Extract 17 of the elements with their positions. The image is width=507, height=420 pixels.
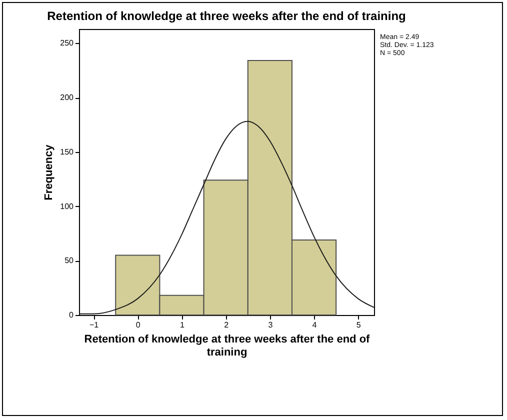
x-tick-label: 1 [180, 320, 186, 330]
x-tick-label: −1 [89, 320, 100, 330]
x-tick-label: 5 [356, 320, 362, 330]
y-tick-label: 250 [60, 38, 74, 48]
y-axis-title: Frequency [43, 144, 56, 200]
y-tick-label: 150 [60, 147, 74, 156]
y-tick-label: 0 [69, 310, 74, 320]
x-tick-label: 0 [136, 320, 141, 330]
line-series [79, 120, 374, 314]
x-tick-label: 4 [312, 320, 318, 330]
x-axis-title: Retention of knowledge at three weeks after the end of training [84, 334, 370, 358]
x-tick-label: 2 [224, 320, 230, 330]
y-tick-label: 50 [64, 256, 74, 266]
y-tick-label: 200 [60, 93, 74, 102]
x-tick-label: 3 [268, 320, 274, 330]
chart-title: Retention of knowledge at three weeks after the end of training [47, 9, 406, 23]
y-tick-label: 100 [60, 202, 74, 211]
